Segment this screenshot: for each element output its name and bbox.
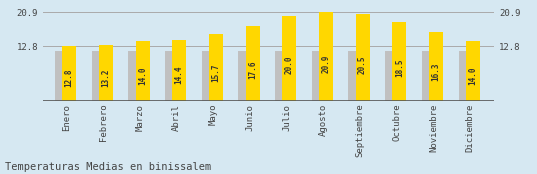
Bar [385, 51, 393, 101]
Text: 18.5: 18.5 [395, 59, 404, 77]
Bar [165, 51, 173, 101]
Text: Temperaturas Medias en binissalem: Temperaturas Medias en binissalem [5, 162, 212, 172]
Bar [275, 51, 283, 101]
Bar [209, 34, 223, 101]
Bar [238, 51, 246, 101]
Bar [202, 51, 210, 101]
Text: 15.7: 15.7 [212, 64, 220, 82]
Text: 17.6: 17.6 [248, 60, 257, 79]
Bar [62, 46, 76, 101]
Text: 14.0: 14.0 [138, 67, 147, 85]
Bar [245, 26, 259, 101]
Bar [312, 51, 320, 101]
Text: 12.8: 12.8 [65, 69, 74, 87]
Bar [466, 41, 480, 101]
Text: 14.4: 14.4 [175, 66, 184, 84]
Bar [172, 40, 186, 101]
Text: 13.2: 13.2 [101, 68, 111, 87]
Bar [429, 32, 443, 101]
Bar [393, 22, 407, 101]
Text: 16.3: 16.3 [431, 62, 440, 81]
Bar [422, 51, 430, 101]
Bar [92, 51, 100, 101]
Bar [128, 51, 136, 101]
Bar [349, 51, 357, 101]
Bar [355, 14, 369, 101]
Bar [55, 51, 63, 101]
Text: 20.9: 20.9 [322, 54, 330, 73]
Bar [282, 16, 296, 101]
Text: 20.5: 20.5 [358, 55, 367, 74]
Bar [319, 12, 333, 101]
Text: 20.0: 20.0 [285, 56, 294, 74]
Bar [459, 51, 467, 101]
Bar [99, 45, 113, 101]
Text: 14.0: 14.0 [468, 67, 477, 85]
Bar [136, 41, 149, 101]
